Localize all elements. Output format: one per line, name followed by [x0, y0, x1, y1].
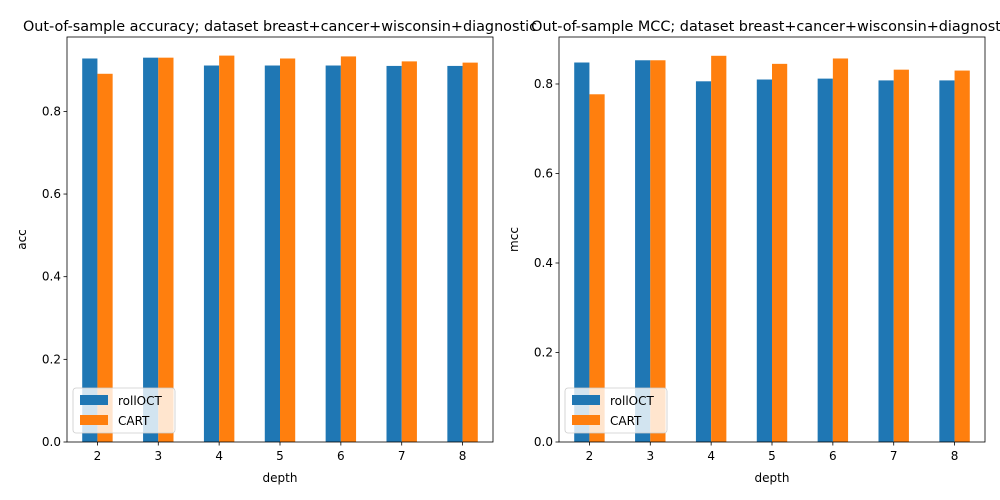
bar-rolloct-depth-8 — [447, 65, 463, 442]
y-tick-label: 0.4 — [42, 270, 61, 284]
x-tick-label: 6 — [829, 449, 837, 463]
x-tick-label: 3 — [154, 449, 162, 463]
y-tick-label: 0.2 — [534, 345, 553, 359]
bar-cart-depth-2 — [589, 94, 605, 442]
bar-rolloct-depth-5 — [264, 65, 280, 442]
legend-swatch-cart — [572, 415, 600, 425]
y-tick-label: 0.4 — [534, 256, 553, 270]
x-tick-label: 4 — [707, 449, 715, 463]
x-tick-label: 3 — [646, 449, 654, 463]
bar-rolloct-depth-3 — [635, 60, 651, 442]
chart-panel-2: 2 3 4 5 6 7 8 0.0 0.2 0.4 0.6 0.8 depth mcc Out-of-sam… — [507, 19, 1000, 485]
bar-cart-depth-8 — [954, 70, 970, 442]
y-tick-label: 0.2 — [42, 352, 61, 366]
x-tick-label: 2 — [94, 449, 102, 463]
y-tick-label: 0.6 — [534, 166, 553, 180]
bar-rolloct-depth-7 — [878, 80, 894, 442]
bar-rolloct-depth-4 — [203, 65, 220, 442]
y-tick-label: 0.8 — [42, 104, 61, 118]
legend-label-cart: CART — [610, 414, 642, 428]
bar-cart-depth-8 — [462, 62, 478, 443]
x-tick-label: 8 — [951, 449, 959, 463]
bar-rolloct-depth-6 — [325, 65, 341, 442]
bar-cart-depth-7 — [401, 61, 417, 442]
x-tick-label: 2 — [586, 449, 594, 463]
x-tick-label: 6 — [337, 449, 345, 463]
bar-cart-depth-3 — [158, 57, 174, 442]
legend-label-rolloct: rollOCT — [610, 394, 655, 408]
legend: rollOCT CART — [564, 387, 668, 434]
bar-rolloct-depth-7 — [386, 65, 402, 442]
bar-rolloct-depth-8 — [939, 80, 955, 442]
bar-rolloct-depth-6 — [817, 78, 833, 443]
bar-cart-depth-4 — [219, 55, 235, 443]
y-tick-label: 0.0 — [42, 435, 61, 449]
bar-cart-depth-5 — [280, 58, 296, 442]
bar-rolloct-depth-2 — [82, 58, 98, 442]
bar-cart-depth-4 — [711, 55, 727, 442]
legend-swatch-rolloct — [572, 395, 600, 405]
bar-cart-depth-6 — [340, 56, 357, 443]
y-tick-label: 0.6 — [42, 187, 61, 201]
y-axis-label: acc — [15, 229, 29, 250]
x-tick-label: 8 — [459, 449, 467, 463]
bar-cart-depth-2 — [97, 73, 113, 442]
legend-label-cart: CART — [118, 414, 150, 428]
bar-rolloct-depth-2 — [574, 62, 590, 442]
legend-label-rolloct: rollOCT — [118, 394, 163, 408]
legend-swatch-cart — [80, 415, 108, 425]
x-tick-label: 7 — [890, 449, 898, 463]
x-tick-label: 7 — [398, 449, 406, 463]
bar-cart-depth-5 — [772, 63, 788, 442]
x-tick-label: 5 — [276, 449, 284, 463]
x-tick-label: 4 — [215, 449, 223, 463]
bar-cart-depth-7 — [893, 69, 909, 442]
x-tick-label: 5 — [768, 449, 776, 463]
x-axis-label: depth — [755, 471, 790, 485]
chart-panel-1: 2 3 4 5 6 7 8 0.0 0.2 0.4 0.6 0.8 depth acc Out-of-sam… — [15, 19, 537, 485]
bar-rolloct-depth-5 — [756, 79, 772, 443]
chart-title: Out-of-sample accuracy; dataset breast+c… — [23, 19, 537, 35]
y-tick-label: 0.0 — [534, 435, 553, 449]
y-tick-label: 0.8 — [534, 77, 553, 91]
chart-title: Out-of-sample MCC; dataset breast+cancer… — [531, 19, 1000, 35]
bar-rolloct-depth-4 — [695, 81, 712, 443]
bar-rolloct-depth-3 — [143, 57, 159, 442]
legend-swatch-rolloct — [80, 395, 108, 405]
bar-cart-depth-6 — [832, 58, 849, 443]
legend: rollOCT CART — [72, 387, 176, 434]
bar-cart-depth-3 — [650, 60, 666, 442]
x-axis-label: depth — [263, 471, 298, 485]
y-axis-label: mcc — [507, 227, 521, 252]
